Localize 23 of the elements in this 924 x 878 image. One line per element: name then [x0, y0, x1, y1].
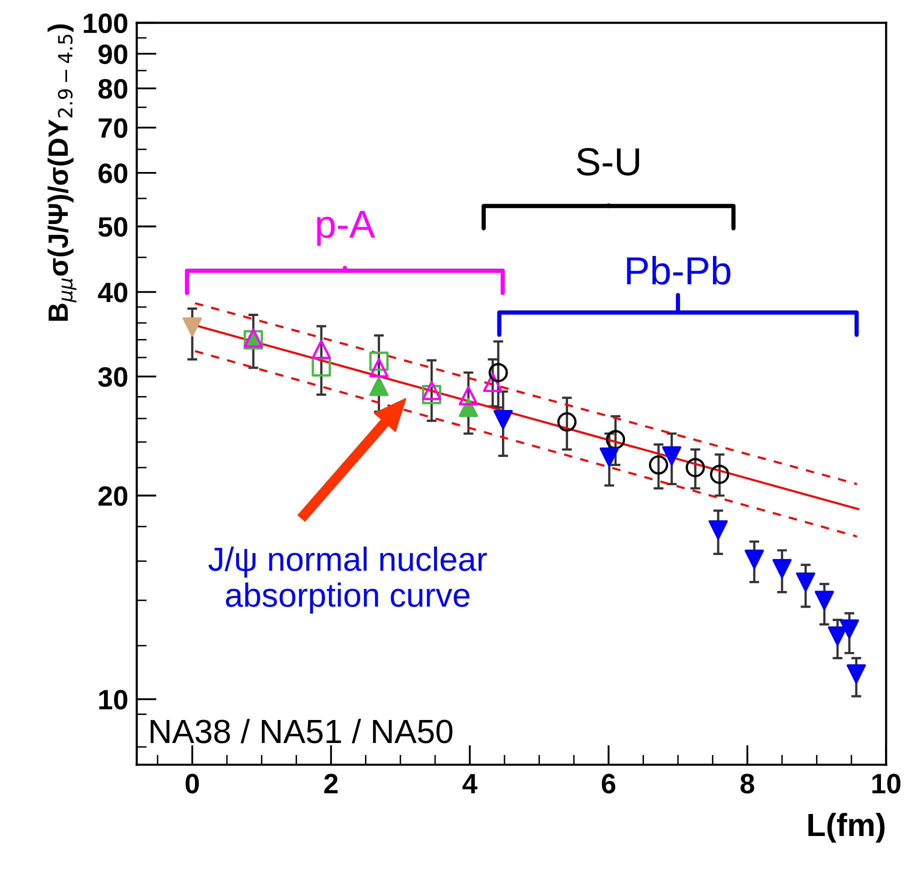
- x-tick-label: 2: [324, 774, 338, 794]
- y-tick-label: 60: [98, 164, 128, 184]
- annotation: J/ψ normal nuclear absorption curve: [208, 546, 487, 614]
- y-tick-label: 80: [98, 79, 128, 99]
- y-tick-label: 70: [98, 118, 128, 138]
- y-axis-title: B$_{μμ}$σ(J/Ψ)/σ(DY$_{2.9−4.5}$): [48, 24, 76, 321]
- x-tick-label: 6: [602, 774, 616, 794]
- y-tick-label: 100: [84, 13, 128, 34]
- annotation: Pb-Pb: [627, 256, 730, 285]
- y-tick-label: 90: [98, 44, 128, 64]
- x-tick-label: 4: [462, 774, 478, 794]
- y-tick-label: 10: [99, 690, 128, 710]
- annotation: NA38 / NA51 / NA50: [150, 718, 452, 744]
- y-tick-label: 30: [98, 367, 128, 387]
- annotation: S-U: [576, 148, 640, 176]
- x-tick-label: 0: [186, 774, 199, 794]
- y-tick-label: 40: [98, 282, 128, 302]
- y-tick-label: 20: [98, 486, 128, 506]
- annotation: p-A: [317, 210, 376, 246]
- x-tick-label: 10: [872, 774, 900, 794]
- y-tick-label: 50: [98, 217, 128, 237]
- x-tick-label: 8: [740, 774, 754, 794]
- x-axis-title: L(fm): [808, 812, 885, 843]
